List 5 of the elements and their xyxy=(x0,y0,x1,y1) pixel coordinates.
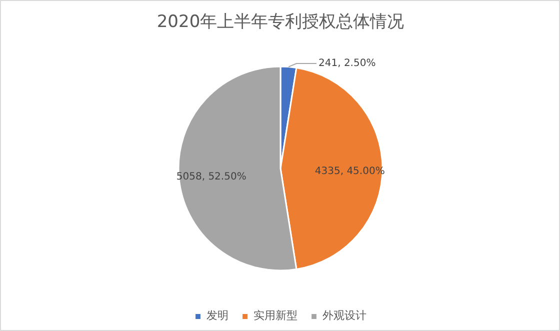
data-label: 241, 2.50% xyxy=(318,58,376,69)
legend-label: 发明 xyxy=(206,308,228,323)
legend-label: 实用新型 xyxy=(254,308,298,323)
legend-label: 外观设计 xyxy=(322,308,366,323)
chart-title: 2020年上半年专利授权总体情况 xyxy=(156,12,404,32)
